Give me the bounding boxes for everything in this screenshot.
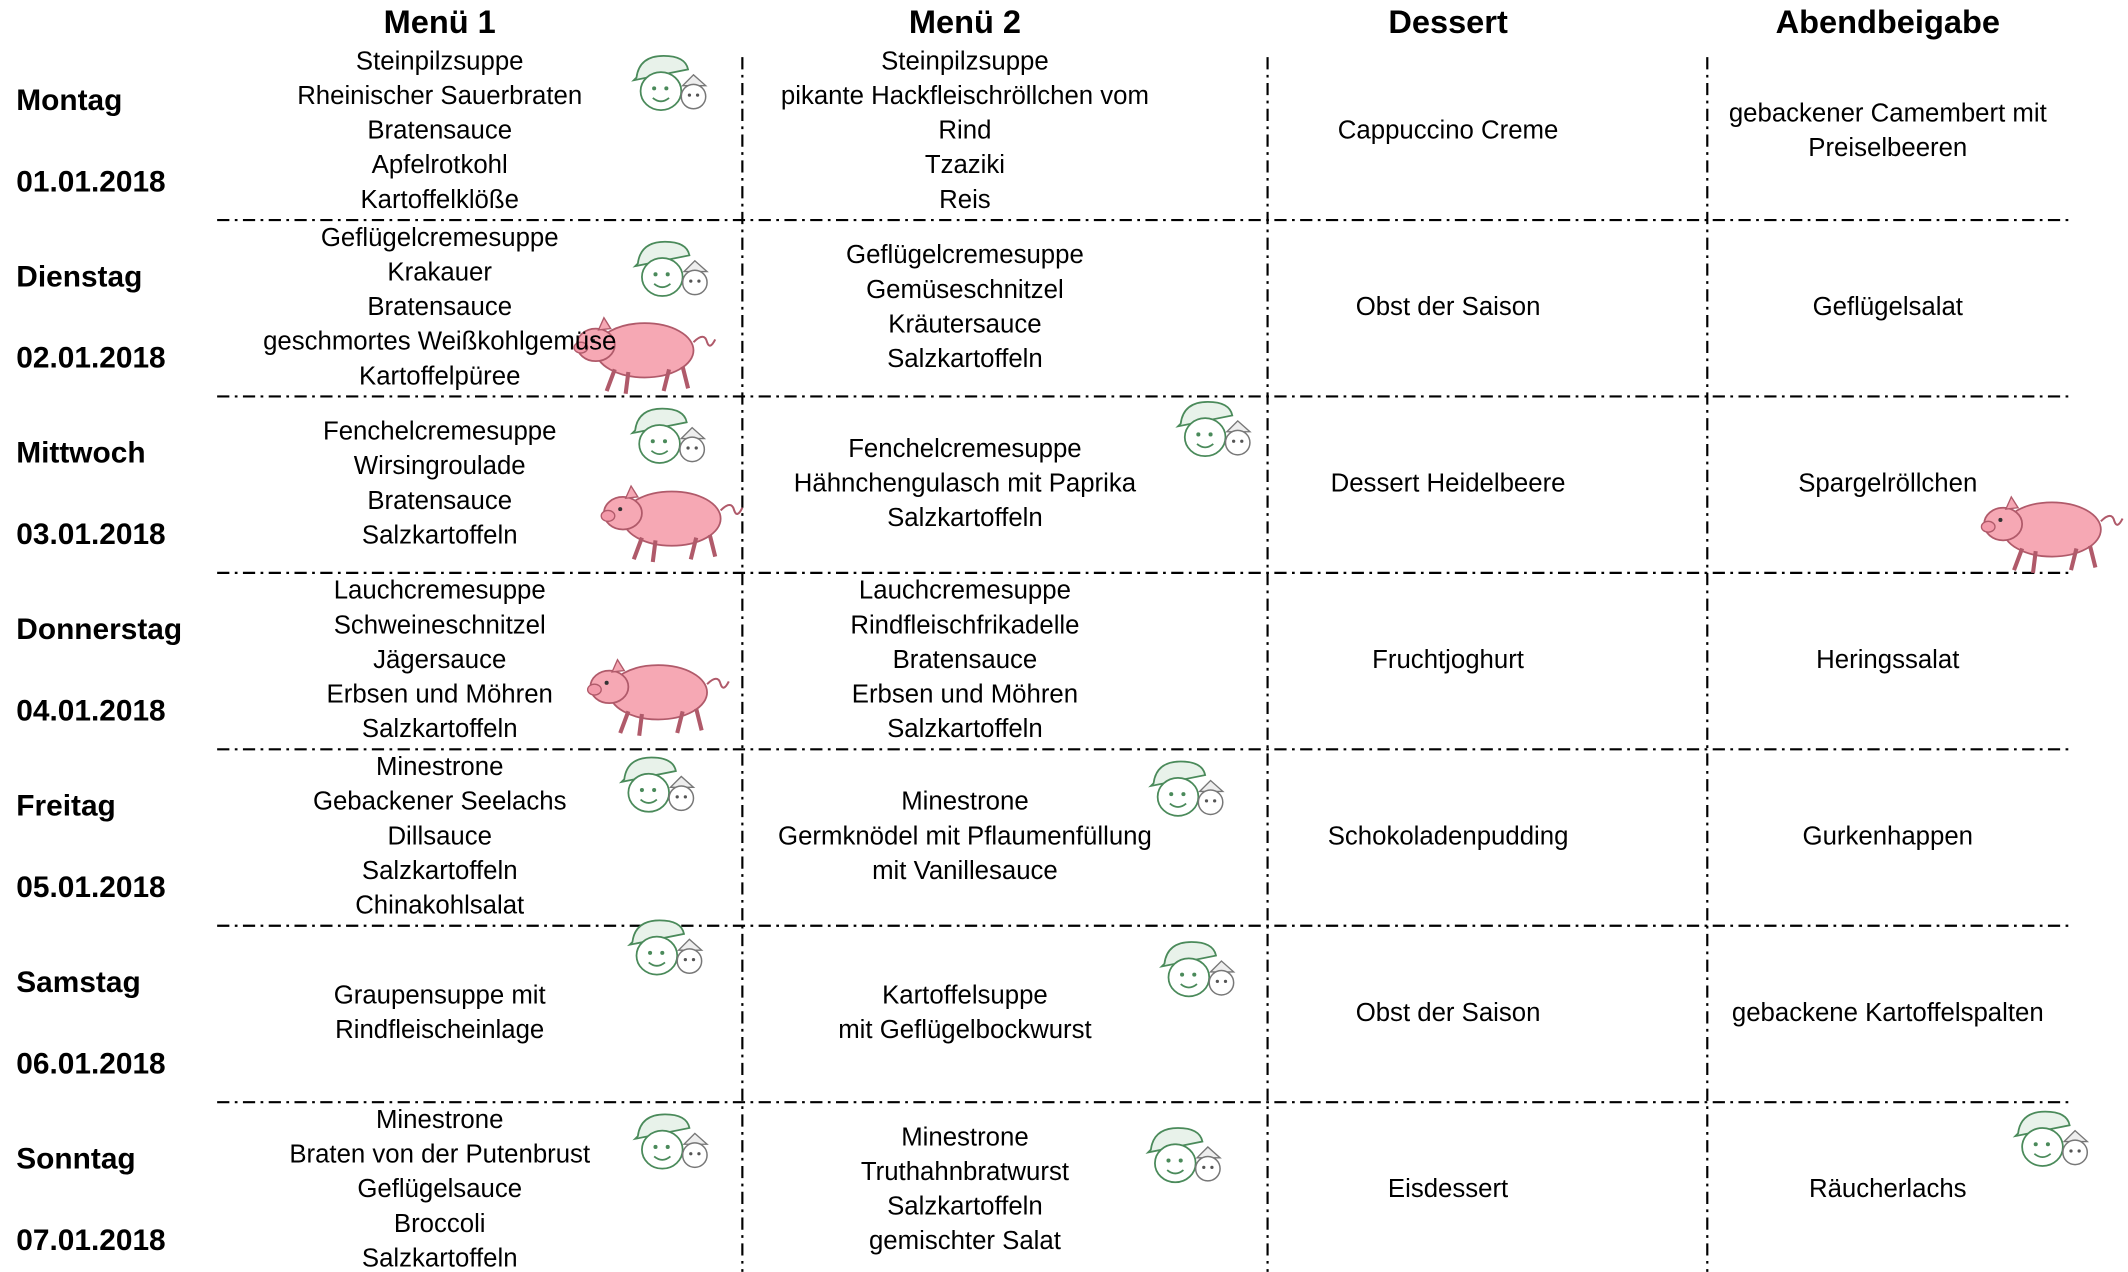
menu-line: Bratensauce — [367, 293, 512, 321]
menu-line: Fenchelcremesuppe — [848, 435, 1081, 463]
menu-line: gebackener Camembert mit — [1729, 99, 2047, 127]
menu-line: Krakauer — [387, 258, 492, 286]
menu-line: Graupensuppe mit — [334, 981, 546, 1009]
menu-line: Lauchcremesuppe — [334, 577, 546, 605]
day-date: 01.01.2018 — [16, 165, 165, 198]
day-name: Sonntag — [16, 1142, 135, 1175]
menu-line: geschmortes Weißkohlgemüse — [263, 328, 616, 356]
day-name: Dienstag — [16, 260, 142, 293]
day-date: 05.01.2018 — [16, 871, 165, 904]
menu-line: Salzkartoffeln — [887, 345, 1043, 373]
day-name: Freitag — [16, 790, 116, 823]
menu-line: Bratensauce — [893, 646, 1038, 674]
menu-line: Dillsauce — [387, 822, 492, 850]
menu-line: Geflügelcremesuppe — [321, 224, 559, 252]
menu-line: Dessert Heidelbeere — [1331, 469, 1566, 497]
menu-line: Rheinischer Sauerbraten — [297, 82, 582, 110]
column-header: Menü 2 — [909, 4, 1021, 40]
menu-line: Bratensauce — [367, 487, 512, 515]
day-name: Montag — [16, 84, 122, 117]
menu-line: mit Vanillesauce — [872, 857, 1058, 885]
day-date: 04.01.2018 — [16, 695, 165, 728]
menu-line: Minestrone — [376, 1106, 503, 1134]
menu-line: Wirsingroulade — [354, 452, 526, 480]
menu-line: Preiselbeeren — [1808, 134, 1967, 162]
menu-line: Eisdessert — [1388, 1175, 1508, 1203]
menu-line: Erbsen und Möhren — [852, 681, 1078, 709]
menu-line: Cappuccino Creme — [1338, 117, 1559, 145]
menu-line: Salzkartoffeln — [887, 1193, 1043, 1221]
menu-line: Geflügelsalat — [1813, 293, 1963, 321]
menu-line: Gemüseschnitzel — [866, 276, 1064, 304]
menu-line: Hähnchengulasch mit Paprika — [794, 469, 1137, 497]
menu-line: Rind — [938, 117, 991, 145]
menu-line: Salzkartoffeln — [362, 521, 518, 549]
menu-line: Kartoffelklöße — [360, 186, 519, 214]
menu-line: Minestrone — [376, 753, 503, 781]
menu-line: Minestrone — [901, 1123, 1028, 1151]
menu-line: Salzkartoffeln — [887, 715, 1043, 743]
menu-line: gemischter Salat — [869, 1227, 1061, 1255]
menu-line: Truthahnbratwurst — [861, 1158, 1069, 1186]
menu-line: Kräutersauce — [888, 310, 1041, 338]
day-name: Mittwoch — [16, 437, 145, 470]
menu-line: Rindfleischeinlage — [335, 1016, 544, 1044]
menu-line: Salzkartoffeln — [362, 857, 518, 885]
menu-line: Apfelrotkohl — [372, 151, 508, 179]
menu-line: Heringssalat — [1816, 646, 1959, 674]
menu-line: pikante Hackfleischröllchen vom — [781, 82, 1149, 110]
menu-line: Jägersauce — [373, 646, 506, 674]
menu-line: Obst der Saison — [1356, 999, 1541, 1027]
menu-line: gebackene Kartoffelspalten — [1732, 999, 2044, 1027]
menu-line: Minestrone — [901, 788, 1028, 816]
menu-line: Spargelröllchen — [1798, 469, 1977, 497]
menu-line: Bratensauce — [367, 117, 512, 145]
menu-line: Geflügelsauce — [357, 1175, 522, 1203]
day-name: Samstag — [16, 966, 140, 999]
menu-line: Fruchtjoghurt — [1372, 646, 1524, 674]
menu-line: mit Geflügelbockwurst — [838, 1016, 1091, 1044]
menu-line: Obst der Saison — [1356, 293, 1541, 321]
day-date: 06.01.2018 — [16, 1047, 165, 1080]
menu-line: Gurkenhappen — [1803, 822, 1973, 850]
menu-line: Erbsen und Möhren — [327, 681, 553, 709]
menu-line: Salzkartoffeln — [362, 715, 518, 743]
column-header: Menü 1 — [384, 4, 496, 40]
day-name: Donnerstag — [16, 613, 182, 646]
menu-line: Rindfleischfrikadelle — [850, 611, 1079, 639]
day-date: 07.01.2018 — [16, 1224, 165, 1257]
menu-line: Steinpilzsuppe — [356, 47, 524, 75]
menu-line: Salzkartoffeln — [887, 504, 1043, 532]
menu-line: Tzaziki — [925, 151, 1005, 179]
column-header: Dessert — [1388, 4, 1508, 40]
menu-line: Kartoffelsuppe — [882, 981, 1048, 1009]
menu-line: Schweineschnitzel — [334, 611, 546, 639]
menu-line: Chinakohlsalat — [355, 892, 524, 920]
menu-line: Reis — [939, 186, 991, 214]
menu-line: Braten von der Putenbrust — [289, 1141, 590, 1169]
menu-line: Gebackener Seelachs — [313, 788, 567, 816]
menu-line: Fenchelcremesuppe — [323, 418, 556, 446]
menu-line: Geflügelcremesuppe — [846, 241, 1084, 269]
menu-line: Broccoli — [394, 1210, 486, 1238]
menu-line: Steinpilzsuppe — [881, 47, 1049, 75]
menu-line: Kartoffelpüree — [359, 362, 520, 390]
menu-line: Germknödel mit Pflaumenfüllung — [778, 822, 1152, 850]
menu-line: Räucherlachs — [1809, 1175, 1967, 1203]
column-header: Abendbeigabe — [1776, 4, 2000, 40]
day-date: 03.01.2018 — [16, 518, 165, 551]
menu-line: Schokoladenpudding — [1328, 822, 1569, 850]
menu-line: Salzkartoffeln — [362, 1244, 518, 1272]
day-date: 02.01.2018 — [16, 342, 165, 375]
menu-line: Lauchcremesuppe — [859, 577, 1071, 605]
